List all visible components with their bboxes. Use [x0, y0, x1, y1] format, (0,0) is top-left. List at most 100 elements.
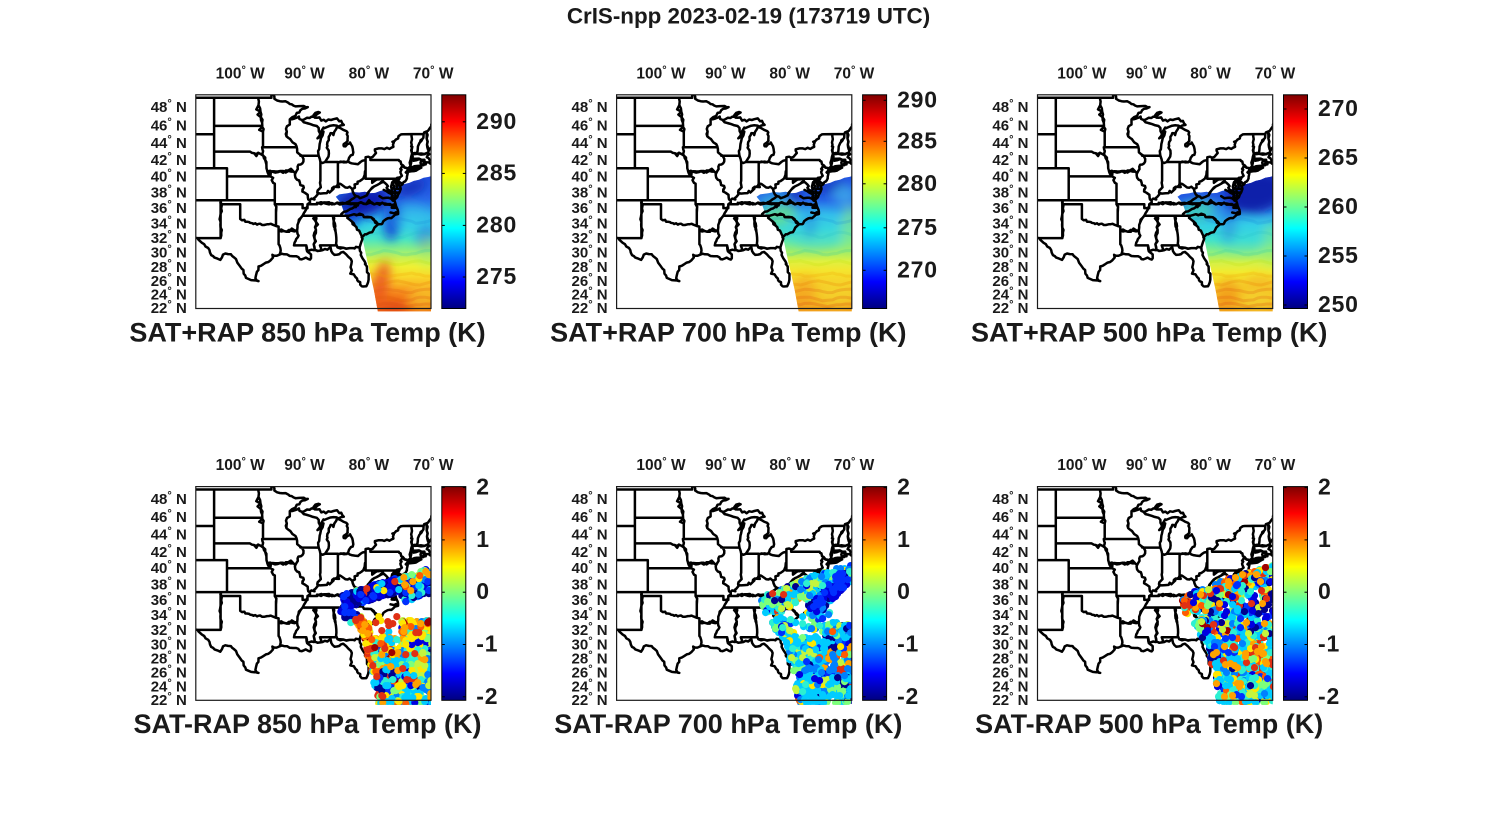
svg-text:38° N: 38° N: [151, 184, 187, 202]
svg-text:34° N: 34° N: [572, 606, 608, 624]
svg-text:80° W: 80° W: [1190, 64, 1231, 82]
svg-text:24° N: 24° N: [992, 677, 1028, 695]
svg-text:265: 265: [1318, 144, 1359, 170]
svg-text:44° N: 44° N: [992, 526, 1028, 544]
svg-text:38° N: 38° N: [992, 184, 1028, 202]
svg-text:22° N: 22° N: [992, 691, 1028, 709]
svg-text:90° W: 90° W: [1126, 64, 1167, 82]
svg-text:SAT+RAP 500 hPa Temp (K): SAT+RAP 500 hPa Temp (K): [971, 318, 1327, 348]
svg-text:40° N: 40° N: [992, 559, 1028, 577]
svg-text:30° N: 30° N: [572, 244, 608, 262]
svg-text:40° N: 40° N: [992, 167, 1028, 185]
svg-text:70° W: 70° W: [413, 456, 454, 474]
svg-text:22° N: 22° N: [572, 299, 608, 317]
svg-text:36° N: 36° N: [151, 591, 187, 609]
svg-text:100° W: 100° W: [1057, 64, 1107, 82]
svg-text:30° N: 30° N: [151, 635, 187, 653]
svg-text:1: 1: [897, 526, 911, 552]
svg-text:48° N: 48° N: [572, 490, 608, 508]
svg-text:24° N: 24° N: [992, 286, 1028, 304]
svg-text:42° N: 42° N: [572, 151, 608, 169]
svg-text:90° W: 90° W: [284, 456, 325, 474]
svg-text:28° N: 28° N: [572, 258, 608, 276]
svg-text:SAT-RAP 850 hPa Temp (K): SAT-RAP 850 hPa Temp (K): [133, 709, 481, 739]
svg-text:44° N: 44° N: [572, 134, 608, 152]
svg-text:42° N: 42° N: [151, 151, 187, 169]
svg-text:26° N: 26° N: [992, 272, 1028, 290]
svg-text:260: 260: [1318, 193, 1359, 219]
svg-text:24° N: 24° N: [151, 286, 187, 304]
svg-text:-1: -1: [476, 631, 498, 657]
svg-text:46° N: 46° N: [992, 116, 1028, 134]
svg-text:46° N: 46° N: [572, 508, 608, 526]
svg-text:-1: -1: [897, 631, 919, 657]
svg-text:34° N: 34° N: [151, 214, 187, 232]
svg-text:280: 280: [897, 170, 938, 196]
svg-text:44° N: 44° N: [572, 526, 608, 544]
svg-text:-2: -2: [897, 683, 919, 709]
svg-text:SAT+RAP 700 hPa Temp (K): SAT+RAP 700 hPa Temp (K): [550, 318, 906, 348]
svg-text:42° N: 42° N: [992, 543, 1028, 561]
svg-text:270: 270: [897, 256, 938, 282]
svg-text:48° N: 48° N: [992, 98, 1028, 116]
svg-text:28° N: 28° N: [151, 650, 187, 668]
svg-text:28° N: 28° N: [151, 258, 187, 276]
svg-text:32° N: 32° N: [151, 621, 187, 639]
svg-text:0: 0: [476, 578, 490, 604]
svg-text:38° N: 38° N: [151, 575, 187, 593]
svg-text:26° N: 26° N: [151, 664, 187, 682]
svg-text:70° W: 70° W: [834, 456, 875, 474]
svg-text:48° N: 48° N: [992, 490, 1028, 508]
svg-text:28° N: 28° N: [992, 258, 1028, 276]
svg-text:90° W: 90° W: [705, 456, 746, 474]
svg-text:26° N: 26° N: [572, 664, 608, 682]
svg-text:34° N: 34° N: [992, 606, 1028, 624]
svg-text:SAT-RAP 500 hPa Temp (K): SAT-RAP 500 hPa Temp (K): [975, 709, 1323, 739]
svg-text:46° N: 46° N: [151, 508, 187, 526]
svg-text:32° N: 32° N: [572, 621, 608, 639]
svg-text:44° N: 44° N: [151, 526, 187, 544]
svg-text:270: 270: [1318, 95, 1359, 121]
svg-text:-2: -2: [476, 683, 498, 709]
svg-text:40° N: 40° N: [572, 167, 608, 185]
svg-text:-2: -2: [1318, 683, 1340, 709]
svg-text:100° W: 100° W: [216, 64, 266, 82]
svg-text:34° N: 34° N: [572, 214, 608, 232]
svg-text:80° W: 80° W: [769, 64, 810, 82]
svg-text:-1: -1: [1318, 631, 1340, 657]
svg-text:26° N: 26° N: [992, 664, 1028, 682]
svg-text:22° N: 22° N: [151, 691, 187, 709]
svg-text:90° W: 90° W: [705, 64, 746, 82]
svg-text:250: 250: [1318, 291, 1359, 317]
svg-text:70° W: 70° W: [413, 64, 454, 82]
svg-text:1: 1: [476, 526, 490, 552]
svg-text:2: 2: [476, 474, 490, 500]
svg-text:90° W: 90° W: [284, 64, 325, 82]
svg-text:290: 290: [897, 86, 938, 112]
svg-text:2: 2: [1318, 474, 1332, 500]
svg-text:22° N: 22° N: [992, 299, 1028, 317]
svg-text:32° N: 32° N: [151, 229, 187, 247]
svg-text:36° N: 36° N: [992, 199, 1028, 217]
svg-text:70° W: 70° W: [834, 64, 875, 82]
svg-text:100° W: 100° W: [1057, 456, 1107, 474]
svg-text:44° N: 44° N: [151, 134, 187, 152]
svg-text:48° N: 48° N: [151, 98, 187, 116]
svg-text:38° N: 38° N: [572, 575, 608, 593]
svg-text:30° N: 30° N: [992, 635, 1028, 653]
svg-text:36° N: 36° N: [572, 199, 608, 217]
svg-text:30° N: 30° N: [572, 635, 608, 653]
svg-text:32° N: 32° N: [572, 229, 608, 247]
svg-text:CrIS-npp 2023-02-19 (173719 UT: CrIS-npp 2023-02-19 (173719 UTC): [567, 4, 930, 29]
svg-text:0: 0: [1318, 578, 1332, 604]
svg-text:38° N: 38° N: [572, 184, 608, 202]
svg-text:SAT+RAP 850 hPa Temp (K): SAT+RAP 850 hPa Temp (K): [129, 318, 485, 348]
svg-text:0: 0: [897, 578, 911, 604]
svg-text:285: 285: [476, 159, 517, 185]
svg-text:SAT-RAP 700 hPa Temp (K): SAT-RAP 700 hPa Temp (K): [554, 709, 902, 739]
svg-text:34° N: 34° N: [151, 606, 187, 624]
svg-text:34° N: 34° N: [992, 214, 1028, 232]
svg-text:24° N: 24° N: [572, 677, 608, 695]
svg-text:28° N: 28° N: [992, 650, 1028, 668]
svg-text:38° N: 38° N: [992, 575, 1028, 593]
